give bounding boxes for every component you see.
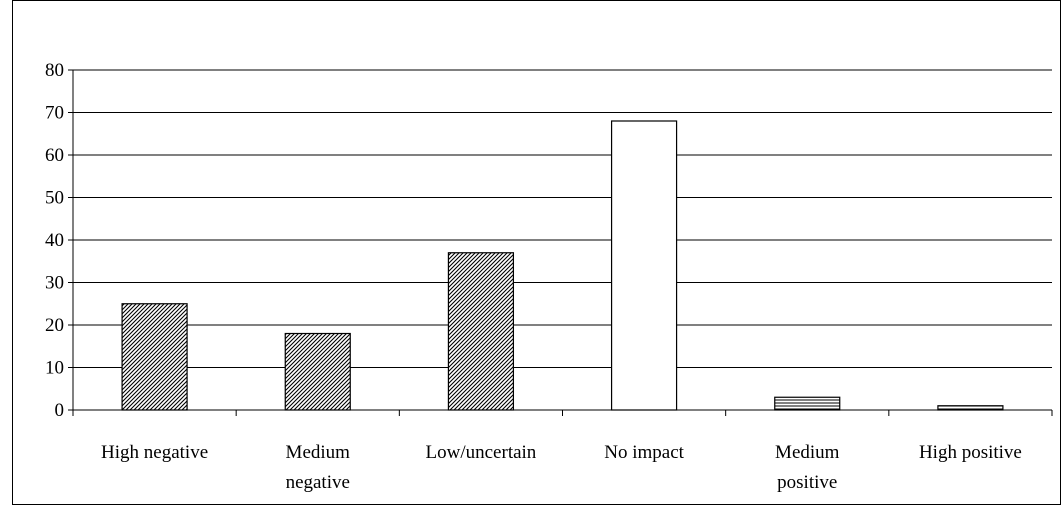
category-label: No impact (604, 442, 684, 463)
y-tick-label: 20 (45, 315, 64, 336)
y-tick-label: 50 (45, 188, 64, 209)
bar (447, 252, 515, 411)
y-tick-label: 10 (45, 358, 64, 379)
bar (284, 332, 351, 411)
labels: 0 10 20 30 40 50 60 70 80 High negative Medium nega… (45, 60, 1022, 493)
category-label: Medium positive (775, 442, 840, 493)
bar (121, 303, 188, 411)
bar (774, 396, 841, 411)
y-tick-label: 0 (55, 400, 65, 421)
axes (68, 69, 1053, 416)
category-label: Medium negative (286, 442, 351, 493)
category-label: High positive (919, 442, 1022, 463)
y-tick-label: 30 (45, 273, 64, 294)
category-label: Low/uncertain (426, 442, 537, 463)
y-tick-label: 70 (45, 103, 64, 124)
gridlines (73, 69, 1052, 368)
bars (121, 120, 1004, 411)
chart-frame (12, 0, 1061, 505)
y-tick-label: 60 (45, 145, 64, 166)
bar (937, 405, 1004, 411)
category-label: High negative (101, 442, 208, 463)
y-tick-label: 40 (45, 230, 64, 251)
bar (610, 120, 678, 411)
y-tick-label: 80 (45, 60, 64, 81)
